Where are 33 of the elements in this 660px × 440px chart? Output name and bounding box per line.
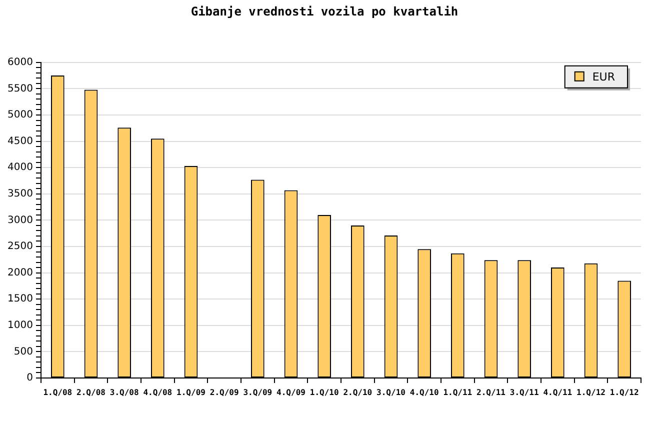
y-tick-label: 0 — [26, 372, 33, 384]
y-tick-label: 4000 — [8, 162, 33, 174]
chart-title: Gibanje vrednosti vozila po kvartalih — [190, 4, 458, 18]
y-tick-label: 1500 — [8, 294, 33, 305]
x-tick-label: 1.Q/12 — [576, 388, 606, 397]
x-tick-label: 2.Q/08 — [76, 388, 106, 397]
x-tick-label: 2.Q/11 — [476, 388, 506, 397]
x-tick-label: 4.Q/08 — [143, 388, 172, 397]
x-tick-label: 3.Q/09 — [243, 388, 272, 397]
x-tick-label: 1.Q/09 — [176, 388, 206, 397]
y-tick-label: 5500 — [8, 83, 33, 94]
y-tick-label: 5000 — [8, 110, 33, 121]
y-tick-label: 3500 — [8, 188, 33, 200]
x-tick-label: 4.Q/11 — [543, 388, 572, 397]
x-tick-label: 1.Q/10 — [310, 388, 339, 397]
legend-label: EUR — [592, 70, 616, 84]
x-tick-label: 4.Q/10 — [410, 388, 439, 397]
y-tick-label: 4500 — [8, 136, 33, 147]
x-tick-label: 1.Q/11 — [443, 388, 472, 397]
x-tick-label: 3.Q/08 — [110, 388, 139, 397]
y-tick-label: 2500 — [8, 241, 33, 252]
y-tick-label: 1000 — [8, 320, 33, 331]
y-tick-label: 500 — [14, 346, 33, 358]
x-tick-label: 2.Q/10 — [343, 388, 372, 397]
y-tick-label: 6000 — [8, 56, 33, 68]
x-tick-label: 1.Q/08 — [43, 388, 72, 397]
y-tick-label: 3000 — [8, 214, 33, 226]
x-tick-label: 3.Q/10 — [376, 388, 406, 397]
x-tick-label: 1.Q/12 — [610, 388, 639, 397]
x-tick-label: 4.Q/09 — [276, 388, 306, 397]
x-tick-label: 3.Q/11 — [510, 388, 539, 397]
x-tick-label: 2.Q/09 — [210, 388, 239, 397]
y-tick-label: 2000 — [8, 267, 33, 278]
